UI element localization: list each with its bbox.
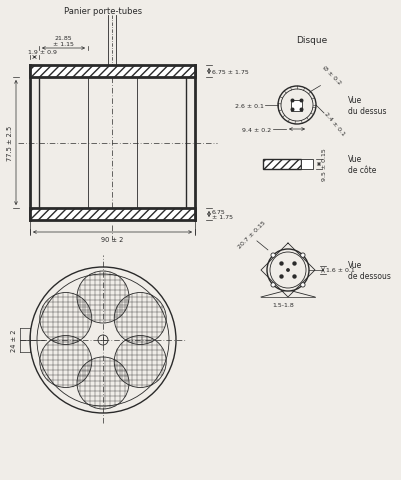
Text: 9.4 ± 0.2: 9.4 ± 0.2 <box>241 127 270 132</box>
Text: 9.5 ± 0.15: 9.5 ± 0.15 <box>321 148 326 181</box>
Text: Panier porte-tubes: Panier porte-tubes <box>64 7 142 16</box>
Circle shape <box>279 263 282 265</box>
Circle shape <box>300 283 304 288</box>
Text: 90 ± 2: 90 ± 2 <box>101 237 124 242</box>
Circle shape <box>286 269 288 272</box>
Text: 1.5-1.8: 1.5-1.8 <box>271 302 293 307</box>
Text: 24 ± 2: 24 ± 2 <box>11 329 17 351</box>
Text: 20.7 ± 0.15: 20.7 ± 0.15 <box>237 220 266 250</box>
Circle shape <box>300 253 304 258</box>
Bar <box>291 100 302 111</box>
Text: 77.5 ± 2.5: 77.5 ± 2.5 <box>7 126 13 161</box>
Text: Vue
de côte: Vue de côte <box>347 155 375 175</box>
Circle shape <box>270 253 275 258</box>
Circle shape <box>290 109 293 111</box>
Circle shape <box>300 109 302 111</box>
Bar <box>300 160 312 169</box>
Text: 6.75
± 1.75: 6.75 ± 1.75 <box>211 209 233 220</box>
Text: 1.6 ± 0.1: 1.6 ± 0.1 <box>325 268 354 273</box>
Circle shape <box>292 276 295 278</box>
Text: 2.6 ± 0.1: 2.6 ± 0.1 <box>235 103 263 108</box>
Text: Ø ± 0.2: Ø ± 0.2 <box>321 65 341 85</box>
Text: 1.9 ± 0.9: 1.9 ± 0.9 <box>28 50 57 55</box>
Bar <box>30 209 194 220</box>
Bar <box>30 66 194 78</box>
Circle shape <box>290 100 293 103</box>
Circle shape <box>292 263 295 265</box>
Text: Disque: Disque <box>296 36 327 45</box>
Text: Vue
de dessous: Vue de dessous <box>347 261 390 280</box>
Bar <box>262 160 300 169</box>
Text: 6.75 ± 1.75: 6.75 ± 1.75 <box>211 69 248 74</box>
Circle shape <box>279 276 282 278</box>
Circle shape <box>300 100 302 103</box>
Text: Vue
du dessus: Vue du dessus <box>347 96 385 116</box>
Text: 21.85
± 1.15: 21.85 ± 1.15 <box>53 36 74 47</box>
Text: 2.4 ± 0.1: 2.4 ± 0.1 <box>322 111 344 136</box>
Circle shape <box>270 283 275 288</box>
